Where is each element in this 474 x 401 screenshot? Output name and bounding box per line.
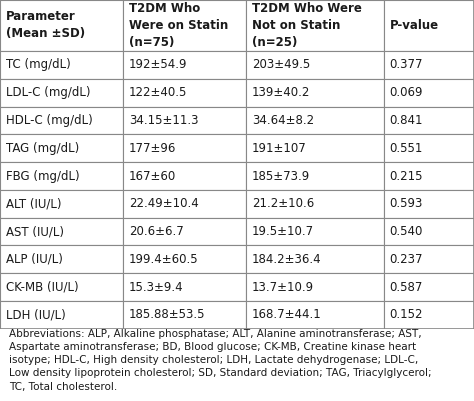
Text: 0.551: 0.551 [390,142,423,155]
Bar [123,51,246,79]
Text: 0.237: 0.237 [390,253,423,266]
Text: CK-MB (IU/L): CK-MB (IU/L) [6,281,78,294]
Text: 20.6±6.7: 20.6±6.7 [129,225,184,238]
Text: 19.5±10.7: 19.5±10.7 [252,225,314,238]
Bar [0,301,123,329]
Bar [123,218,246,245]
Bar [384,0,474,51]
Text: 0.587: 0.587 [390,281,423,294]
Bar [246,162,384,190]
Bar [0,107,123,134]
Text: FBG (mg/dL): FBG (mg/dL) [6,170,79,182]
Bar [246,134,384,162]
Bar [384,218,474,245]
Text: 203±49.5: 203±49.5 [252,59,310,71]
Text: 185±73.9: 185±73.9 [252,170,310,182]
Text: 34.64±8.2: 34.64±8.2 [252,114,314,127]
Text: 139±40.2: 139±40.2 [252,86,310,99]
Text: 168.7±44.1: 168.7±44.1 [252,308,322,322]
Bar [246,51,384,79]
Text: Parameter
(Mean ±SD): Parameter (Mean ±SD) [6,10,85,41]
Text: 0.841: 0.841 [390,114,423,127]
Text: 185.88±53.5: 185.88±53.5 [129,308,205,322]
Text: 0.069: 0.069 [390,86,423,99]
Bar [384,190,474,218]
Text: P-value: P-value [390,19,439,32]
Text: 0.593: 0.593 [390,197,423,210]
Text: 21.2±10.6: 21.2±10.6 [252,197,314,210]
Text: 15.3±9.4: 15.3±9.4 [129,281,183,294]
Bar [384,301,474,329]
Text: 167±60: 167±60 [129,170,176,182]
Text: LDH (IU/L): LDH (IU/L) [6,308,65,322]
Bar [123,301,246,329]
Bar [246,245,384,273]
Text: Abbreviations: ALP, Alkaline phosphatase; ALT, Alanine aminotransferase; AST,
As: Abbreviations: ALP, Alkaline phosphatase… [9,329,432,392]
Bar [384,51,474,79]
Text: LDL-C (mg/dL): LDL-C (mg/dL) [6,86,90,99]
Bar [0,218,123,245]
Text: 184.2±36.4: 184.2±36.4 [252,253,322,266]
Text: HDL-C (mg/dL): HDL-C (mg/dL) [6,114,92,127]
Bar [246,0,384,51]
Bar [123,0,246,51]
Bar [123,245,246,273]
Bar [123,79,246,107]
Bar [123,107,246,134]
Bar [246,218,384,245]
Bar [123,134,246,162]
Bar [123,273,246,301]
Bar [0,51,123,79]
Bar [246,190,384,218]
Text: 122±40.5: 122±40.5 [129,86,187,99]
Text: 0.540: 0.540 [390,225,423,238]
Bar [0,245,123,273]
Text: TAG (mg/dL): TAG (mg/dL) [6,142,79,155]
Bar [384,134,474,162]
Bar [246,273,384,301]
Text: ALP (IU/L): ALP (IU/L) [6,253,63,266]
Bar [123,190,246,218]
Bar [384,107,474,134]
Bar [246,301,384,329]
Text: 0.215: 0.215 [390,170,423,182]
Bar [123,162,246,190]
Bar [246,79,384,107]
Bar [384,245,474,273]
Text: 177±96: 177±96 [129,142,176,155]
Text: 22.49±10.4: 22.49±10.4 [129,197,199,210]
Bar [0,190,123,218]
Text: 191±107: 191±107 [252,142,307,155]
Text: T2DM Who Were
Not on Statin
(n=25): T2DM Who Were Not on Statin (n=25) [252,2,362,49]
Text: 13.7±10.9: 13.7±10.9 [252,281,314,294]
Bar [0,0,123,51]
Text: 0.152: 0.152 [390,308,423,322]
Text: T2DM Who
Were on Statin
(n=75): T2DM Who Were on Statin (n=75) [129,2,228,49]
Text: 0.377: 0.377 [390,59,423,71]
Bar [246,107,384,134]
Text: AST (IU/L): AST (IU/L) [6,225,64,238]
Text: 199.4±60.5: 199.4±60.5 [129,253,199,266]
Bar [0,162,123,190]
Text: TC (mg/dL): TC (mg/dL) [6,59,71,71]
Text: 34.15±11.3: 34.15±11.3 [129,114,199,127]
Bar [384,79,474,107]
Bar [0,273,123,301]
Text: 192±54.9: 192±54.9 [129,59,187,71]
Bar [384,273,474,301]
Bar [0,134,123,162]
Bar [384,162,474,190]
Text: ALT (IU/L): ALT (IU/L) [6,197,61,210]
Bar [0,79,123,107]
